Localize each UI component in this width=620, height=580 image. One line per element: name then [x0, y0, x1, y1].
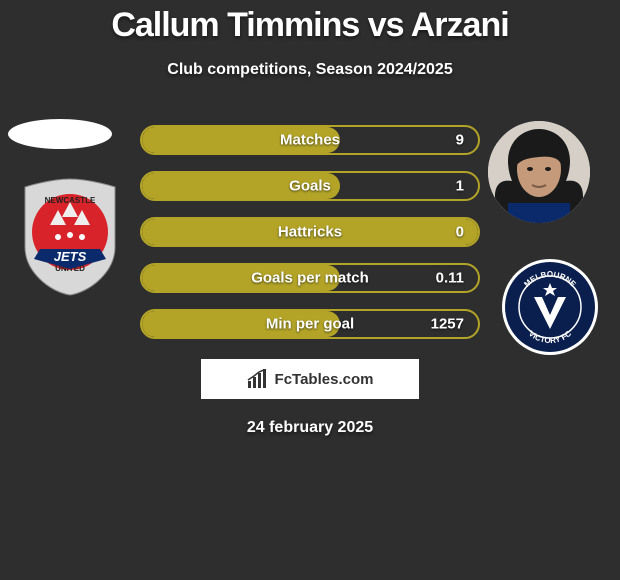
stat-bar-3: Goals per match0.11	[140, 263, 480, 293]
player1-avatar-placeholder	[8, 119, 112, 149]
stat-bar-2: Hattricks0	[140, 217, 480, 247]
player2-avatar	[488, 121, 590, 223]
subtitle: Club competitions, Season 2024/2025	[0, 61, 620, 79]
player1-club-badge: NEWCASTLE UNITED JETS	[20, 177, 120, 297]
player2-club-badge: MELBOURNE VICTORY FC	[500, 257, 600, 357]
stat-bars: Matches9Goals1Hattricks0Goals per match0…	[140, 119, 480, 339]
stat-bar-label: Hattricks	[142, 224, 478, 241]
stat-bar-value: 1257	[431, 316, 464, 333]
page-title: Callum Timmins vs Arzani	[0, 0, 620, 45]
chart-icon	[247, 369, 269, 389]
stat-bar-value: 1	[456, 178, 464, 195]
date-text: 24 february 2025	[0, 419, 620, 437]
stat-bar-label: Min per goal	[142, 316, 478, 333]
stat-bar-4: Min per goal1257	[140, 309, 480, 339]
stats-area: NEWCASTLE UNITED JETS	[0, 119, 620, 339]
stat-bar-label: Goals	[142, 178, 478, 195]
stat-bar-0: Matches9	[140, 125, 480, 155]
watermark: FcTables.com	[201, 359, 419, 399]
stat-bar-value: 0	[456, 224, 464, 241]
stat-bar-value: 9	[456, 132, 464, 149]
stat-bar-1: Goals1	[140, 171, 480, 201]
stat-bar-label: Goals per match	[142, 270, 478, 287]
stat-bar-value: 0.11	[436, 270, 464, 287]
stat-bar-label: Matches	[142, 132, 478, 149]
watermark-text: FcTables.com	[275, 371, 374, 388]
svg-text:JETS: JETS	[54, 249, 87, 264]
